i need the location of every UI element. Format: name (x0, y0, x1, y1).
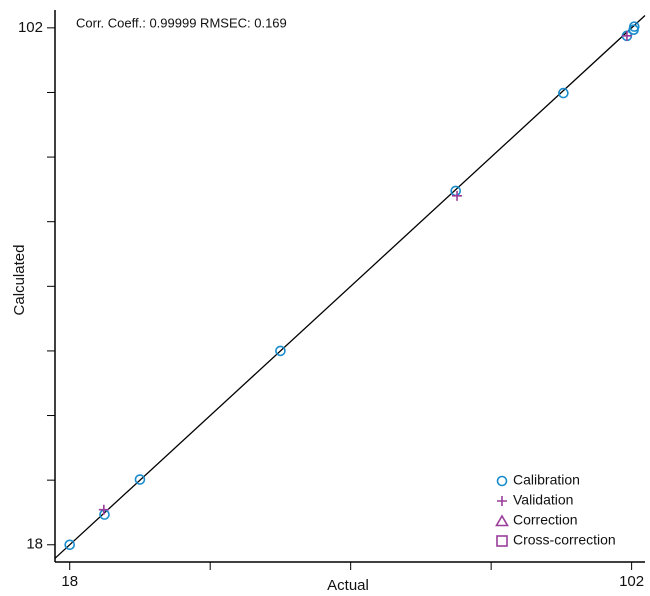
point (628, 21, 640, 32)
legend-marker (497, 496, 507, 506)
point (450, 185, 461, 197)
x-tick-label: 102 (619, 573, 644, 590)
legend-label: Calibration (513, 472, 580, 488)
legend-label: Validation (513, 492, 573, 508)
legend-label: Correction (513, 512, 578, 528)
point (275, 345, 286, 357)
x-tick-label: 18 (61, 573, 78, 590)
legend-label: Cross-correction (513, 532, 616, 548)
point (134, 474, 146, 485)
point (621, 30, 632, 41)
y-tick-label: 102 (18, 19, 43, 36)
legend-marker (496, 535, 508, 547)
legend-marker (496, 475, 508, 487)
y-axis-label: Calculated (11, 245, 28, 316)
point (452, 190, 463, 201)
point (98, 504, 109, 515)
point (64, 539, 76, 551)
x-axis-label: Actual (327, 577, 369, 594)
legend-marker (495, 514, 509, 527)
annotation: Corr. Coeff.: 0.99999 RMSEC: 0.169 (76, 15, 287, 30)
point (558, 87, 569, 99)
y-tick-label: 18 (26, 536, 43, 553)
fit-line (54, 15, 646, 559)
